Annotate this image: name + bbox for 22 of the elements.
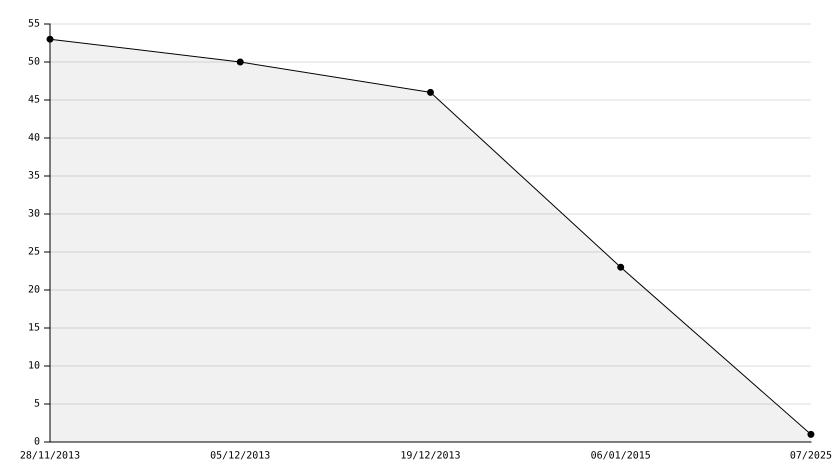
x-tick-label: 06/01/2015 (590, 450, 651, 462)
y-tick-label: 0 (34, 436, 40, 448)
y-tick-label: 15 (28, 322, 40, 334)
y-tick-label: 40 (28, 132, 40, 144)
y-tick-label: 20 (28, 284, 40, 296)
y-tick-label: 55 (28, 18, 40, 30)
point (807, 430, 814, 438)
point (46, 36, 54, 43)
x-tick-label: 05/12/2013 (210, 450, 270, 462)
y-tick-label: 45 (28, 94, 40, 106)
y-tick-label: 35 (28, 170, 40, 182)
y-tick-label: 30 (28, 208, 40, 220)
point (617, 264, 624, 271)
y-tick-label: 50 (28, 56, 40, 68)
point (236, 58, 244, 66)
x-tick-label: 28/11/2013 (20, 450, 80, 462)
y-tick-label: 10 (28, 360, 40, 372)
y-tick-label: 25 (28, 246, 40, 258)
y-tick-label: 5 (34, 398, 40, 410)
x-tick-label: 07/2025 (790, 450, 832, 462)
point (426, 88, 434, 96)
x-tick-label: 19/12/2013 (400, 450, 461, 462)
